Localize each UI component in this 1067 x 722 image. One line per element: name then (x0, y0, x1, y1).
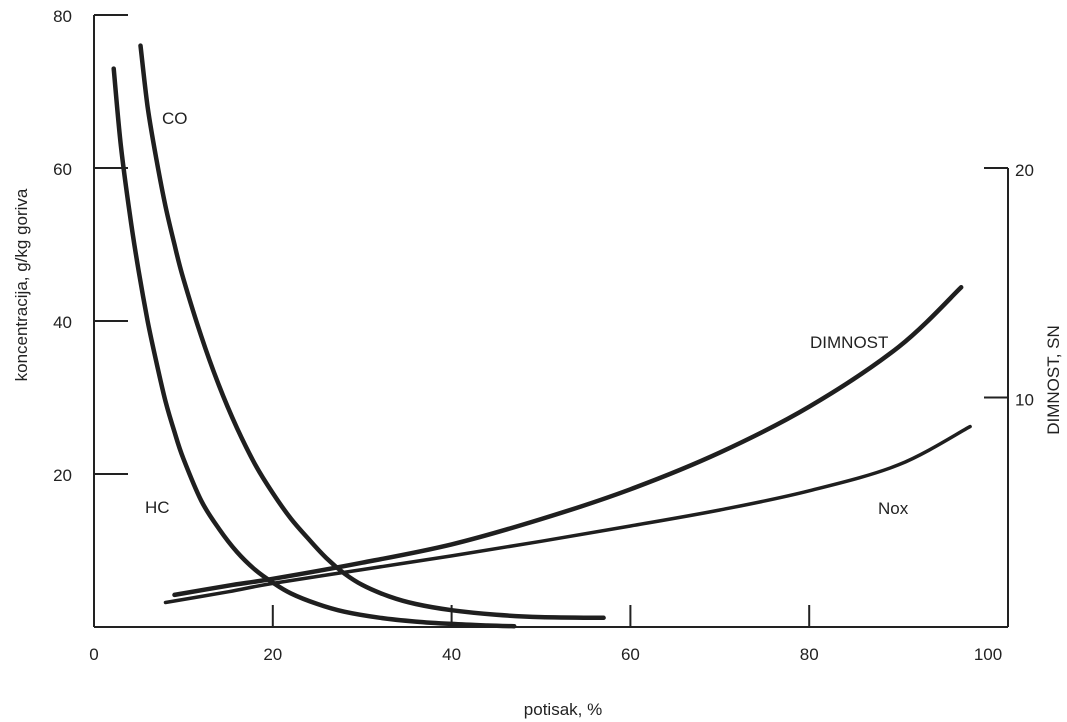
left-y-tick-label-20: 20 (53, 466, 72, 485)
left-y-tick-label-80: 80 (53, 7, 72, 26)
series-line-hc (111, 66, 517, 629)
x-tick-label-60: 60 (621, 645, 640, 664)
left-y-tick-label-40: 40 (53, 313, 72, 332)
series-label-dimnost: DIMNOST (810, 333, 888, 352)
left-y-tick-label-60: 60 (53, 160, 72, 179)
series-label-nox: Nox (878, 499, 909, 518)
series (111, 43, 972, 629)
series-label-hc: HC (145, 498, 170, 517)
right-y-axis-label: DIMNOST, SN (1044, 325, 1063, 435)
right-y-tick-label-20: 20 (1015, 161, 1034, 180)
series-line-nox (163, 424, 972, 605)
series-line-dimnost (172, 285, 964, 598)
axes (93, 14, 1009, 628)
x-tick-label-20: 20 (263, 645, 282, 664)
tick-labels: 0 20 40 60 80 100 20 40 60 80 10 20 (53, 7, 1034, 664)
x-tick-label-100: 100 (974, 645, 1002, 664)
right-y-tick-label-10: 10 (1015, 391, 1034, 410)
series-line-co (138, 43, 606, 621)
series-label-co: CO (162, 109, 188, 128)
x-tick-label-80: 80 (800, 645, 819, 664)
x-tick-label-0: 0 (89, 645, 98, 664)
left-y-axis-label: koncentracija, g/kg goriva (12, 188, 31, 381)
x-axis-label: potisak, % (524, 700, 602, 719)
x-tick-label-40: 40 (442, 645, 461, 664)
ticks (94, 167, 1008, 627)
